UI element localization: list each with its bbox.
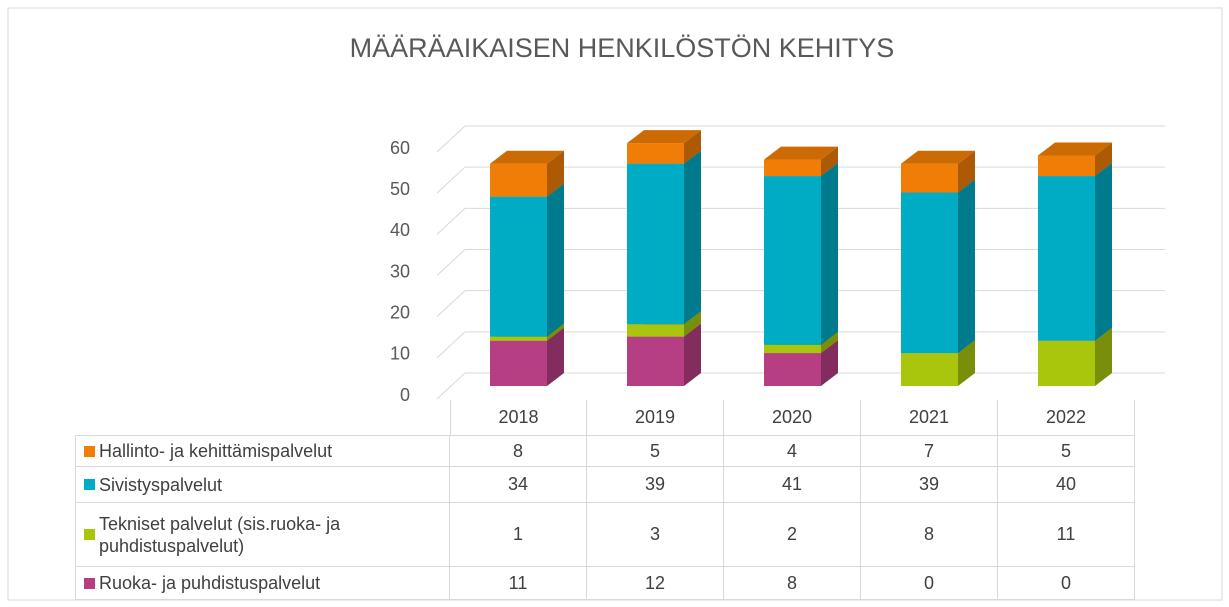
bar	[627, 336, 684, 386]
bar-side	[1095, 163, 1112, 341]
bar	[901, 353, 958, 386]
table-value: 0	[861, 567, 998, 600]
bar-side	[821, 163, 838, 345]
y-tick-label: 0	[400, 385, 410, 405]
legend-label: Tekniset palvelut (sis.ruoka- ja puhdist…	[99, 513, 341, 556]
bar-side	[684, 130, 701, 164]
bar-side	[684, 323, 701, 386]
table-value: 8	[861, 503, 998, 567]
bar-side	[1095, 142, 1112, 177]
bar-side	[547, 183, 564, 337]
table-value: 12	[587, 567, 724, 600]
table-value: 8	[724, 567, 861, 600]
table-value: 7	[861, 435, 998, 467]
bar-top	[901, 150, 975, 164]
chart-title: MÄÄRÄAIKAISEN HENKILÖSTÖN KEHITYS	[350, 33, 895, 63]
bar	[490, 340, 547, 386]
bar-side	[547, 150, 564, 197]
bar	[490, 336, 547, 341]
table-value: 11	[998, 503, 1135, 567]
bar	[1038, 340, 1095, 386]
bar-side	[1095, 327, 1112, 386]
bar-side	[821, 331, 838, 354]
table-header: 2019	[587, 400, 724, 435]
bar-top	[627, 130, 701, 144]
table-header: 2020	[724, 400, 861, 435]
legend-label: Ruoka- ja puhdistuspalvelut	[99, 573, 321, 593]
table-header: 2018	[450, 400, 587, 435]
bar-side	[547, 323, 564, 341]
legend-key	[84, 577, 95, 589]
bar	[764, 159, 821, 177]
y-tick-label: 30	[390, 261, 410, 281]
y-tick-label: 20	[390, 302, 410, 322]
table-header: 2021	[861, 400, 998, 435]
bar-side	[821, 340, 838, 386]
table-value: 4	[724, 435, 861, 467]
bar	[1038, 155, 1095, 177]
legend-key	[84, 529, 95, 540]
y-tick-label: 10	[390, 344, 410, 364]
table-value: 3	[587, 503, 724, 567]
bar-side	[684, 150, 701, 325]
bar	[627, 163, 684, 325]
bar	[627, 143, 684, 164]
legend-entry: Hallinto- ja kehittämispalvelut	[75, 435, 450, 467]
bar-side	[821, 146, 838, 177]
bar-top	[490, 150, 564, 164]
bar	[901, 163, 958, 193]
bar	[901, 192, 958, 354]
table-value: 39	[861, 467, 998, 503]
bar	[764, 176, 821, 345]
bar	[1038, 176, 1095, 341]
bar-side	[547, 327, 564, 386]
legend-entry: Sivistyspalvelut	[75, 467, 450, 503]
table-value: 39	[587, 467, 724, 503]
bar	[627, 324, 684, 337]
table-value: 0	[998, 567, 1135, 600]
table-value: 34	[450, 467, 587, 503]
chart-frame	[7, 7, 1223, 601]
legend-entry: Ruoka- ja puhdistuspalvelut	[75, 567, 450, 600]
bar-top	[1038, 142, 1112, 156]
bar	[490, 163, 547, 197]
bar-side	[958, 179, 975, 354]
table-value: 40	[998, 467, 1135, 503]
legend-entry: Tekniset palvelut (sis.ruoka- ja puhdist…	[75, 503, 450, 567]
table-value: 41	[724, 467, 861, 503]
bar-side	[958, 340, 975, 386]
legend-label: Sivistyspalvelut	[99, 474, 223, 495]
bar	[490, 196, 547, 337]
table-value: 2	[724, 503, 861, 567]
bar-side	[958, 150, 975, 193]
y-tick-label: 60	[390, 138, 410, 158]
bar	[764, 353, 821, 386]
table-value: 5	[998, 435, 1135, 467]
legend-key	[84, 445, 95, 457]
legend-label: Hallinto- ja kehittämispalvelut	[99, 441, 333, 461]
bar	[764, 344, 821, 354]
table-value: 1	[450, 503, 587, 567]
table-value: 11	[450, 567, 587, 600]
y-tick-label: 40	[390, 220, 410, 240]
y-tick-label: 50	[390, 179, 410, 199]
bar-side	[684, 311, 701, 337]
bar-top	[764, 146, 838, 160]
legend-key	[84, 479, 95, 490]
table-value: 5	[587, 435, 724, 467]
grid-line	[436, 125, 1165, 153]
table-value: 8	[450, 435, 587, 467]
table-header: 2022	[998, 400, 1135, 435]
